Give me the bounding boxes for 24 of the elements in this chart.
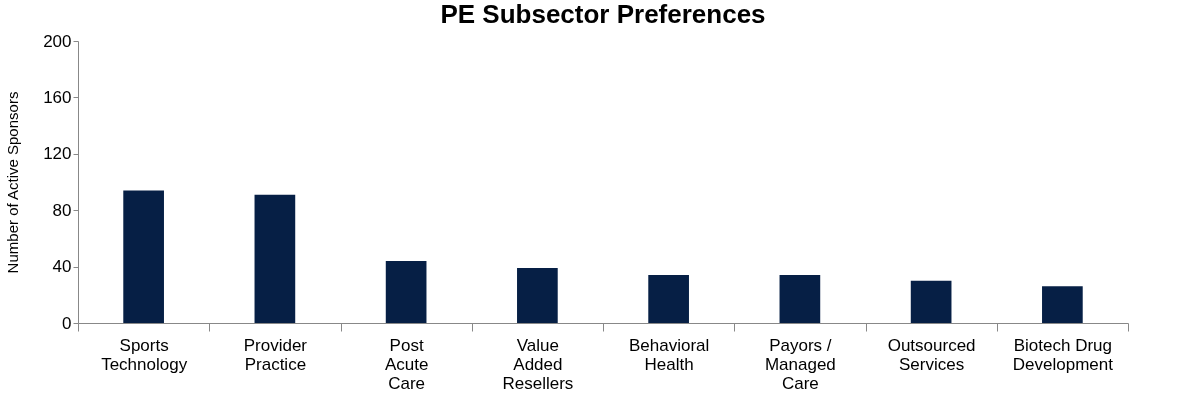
bar (910, 280, 952, 323)
x-tick-label: Value Added Resellers (502, 335, 574, 393)
x-tick-label: Behavioral Health (628, 335, 710, 374)
y-tick-label: 40 (52, 257, 72, 277)
x-tick-label: Sports Technology (101, 335, 188, 374)
bar (254, 194, 296, 323)
y-tick-label: 120 (43, 144, 72, 164)
x-tick-label: Post Acute Care (384, 335, 429, 393)
y-tick-label: 160 (43, 87, 72, 107)
bar (517, 268, 558, 323)
chart-title: PE Subsector Preferences (440, 0, 766, 29)
bar (1042, 286, 1083, 323)
x-tick-label: Payors / Managed Care (764, 335, 836, 393)
bar (648, 275, 689, 323)
bar (123, 190, 164, 323)
x-tick-label: Provider Practice (243, 335, 308, 374)
y-tick-label: 200 (43, 31, 72, 51)
x-tick-label: Biotech Drug Development (1012, 335, 1114, 374)
y-tick-label: 80 (52, 200, 72, 220)
bar (779, 275, 821, 323)
bar (385, 260, 427, 323)
y-tick-label: 0 (62, 313, 72, 333)
x-tick-label: Outsourced Services (887, 335, 976, 374)
y-axis-title: Number of Active Sponsors (4, 91, 22, 274)
